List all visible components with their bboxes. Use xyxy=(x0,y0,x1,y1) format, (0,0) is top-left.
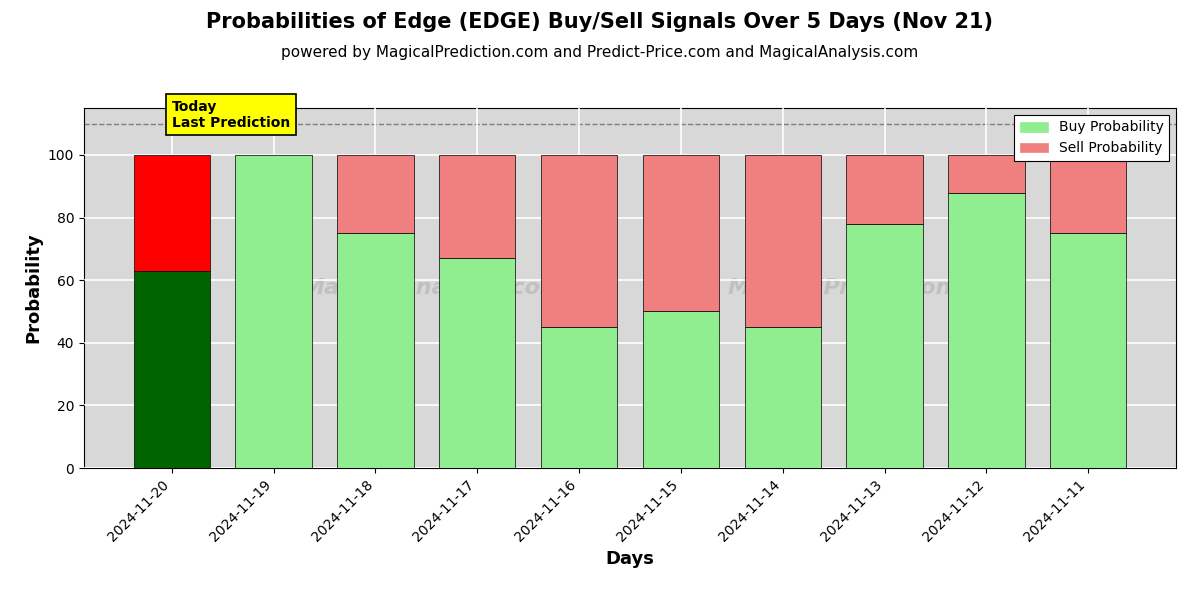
X-axis label: Days: Days xyxy=(606,550,654,568)
Bar xyxy=(133,155,210,271)
Bar xyxy=(1050,233,1127,468)
Text: powered by MagicalPrediction.com and Predict-Price.com and MagicalAnalysis.com: powered by MagicalPrediction.com and Pre… xyxy=(281,45,919,60)
Bar xyxy=(541,155,617,327)
Bar xyxy=(846,224,923,468)
Bar xyxy=(1050,155,1127,233)
Bar xyxy=(643,311,719,468)
Text: Probabilities of Edge (EDGE) Buy/Sell Signals Over 5 Days (Nov 21): Probabilities of Edge (EDGE) Buy/Sell Si… xyxy=(206,12,994,32)
Bar xyxy=(948,155,1025,193)
Text: MagicalPrediction.com: MagicalPrediction.com xyxy=(728,278,1013,298)
Bar xyxy=(235,155,312,468)
Bar xyxy=(846,155,923,224)
Text: MagicalAnalysis.com: MagicalAnalysis.com xyxy=(302,278,564,298)
Bar xyxy=(133,271,210,468)
Bar xyxy=(439,258,516,468)
Bar xyxy=(744,327,821,468)
Text: Today
Last Prediction: Today Last Prediction xyxy=(172,100,290,130)
Y-axis label: Probability: Probability xyxy=(24,233,42,343)
Legend: Buy Probability, Sell Probability: Buy Probability, Sell Probability xyxy=(1014,115,1169,161)
Bar xyxy=(948,193,1025,468)
Bar xyxy=(439,155,516,258)
Bar xyxy=(643,155,719,311)
Bar xyxy=(744,155,821,327)
Bar xyxy=(337,155,414,233)
Bar xyxy=(541,327,617,468)
Bar xyxy=(337,233,414,468)
